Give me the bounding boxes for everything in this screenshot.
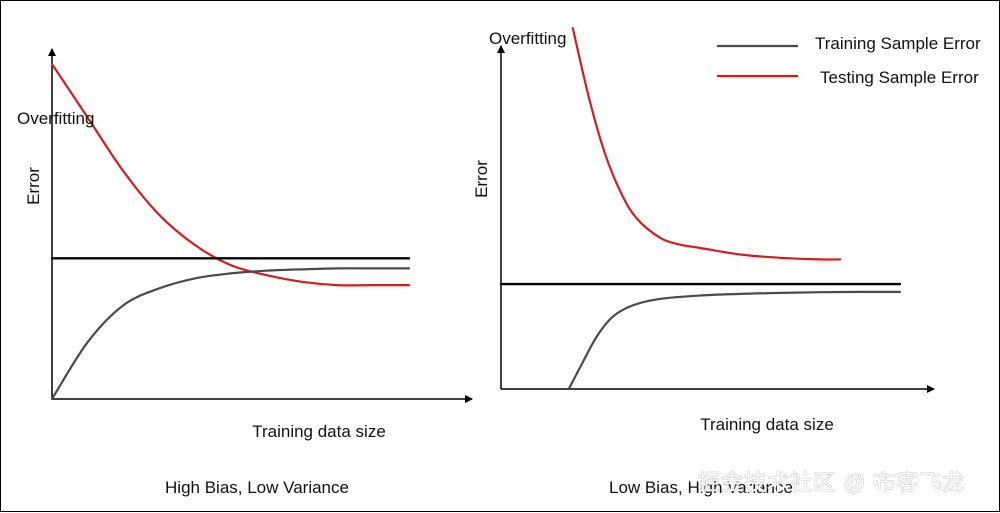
overfitting-annotation: Overfitting bbox=[17, 109, 94, 128]
legend-label-testing: Testing Sample Error bbox=[820, 68, 979, 87]
legend: Training Sample Error Testing Sample Err… bbox=[717, 34, 981, 87]
legend-label-training: Training Sample Error bbox=[815, 34, 981, 53]
x-axis-label: Training data size bbox=[700, 415, 834, 434]
series-line-training-sample-error bbox=[567, 290, 902, 391]
series-line-training-sample-error bbox=[50, 267, 411, 401]
chart-high-bias: Error Overfitting Training data size Hig… bbox=[17, 48, 473, 497]
chart-low-bias: Error Overfitting Training data size Low… bbox=[472, 27, 981, 497]
watermark-text: 掘金技术社区 @ 布客飞龙 bbox=[698, 470, 966, 495]
y-axis-label: Error bbox=[24, 167, 43, 205]
chart-caption: High Bias, Low Variance bbox=[165, 478, 349, 497]
y-axis-label: Error bbox=[472, 160, 491, 198]
series-line-testing-sample-error bbox=[50, 62, 411, 287]
x-axis-label: Training data size bbox=[252, 422, 386, 441]
chart-caption: Low Bias, High Variance bbox=[609, 478, 793, 497]
overfitting-annotation: Overfitting bbox=[489, 29, 566, 48]
series-line-testing-sample-error bbox=[571, 27, 842, 261]
